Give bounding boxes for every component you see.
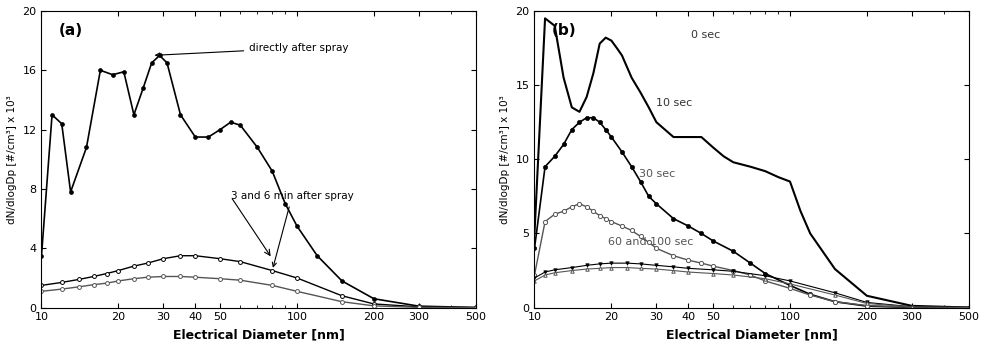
Text: (b): (b) [552, 23, 577, 38]
Text: 30 sec: 30 sec [639, 169, 674, 179]
Text: 10 sec: 10 sec [656, 98, 692, 108]
Y-axis label: dN/dlogDp [#/cm³] x 10³: dN/dlogDp [#/cm³] x 10³ [500, 95, 510, 224]
Text: directly after spray: directly after spray [156, 43, 349, 57]
Text: 60 and 100 sec: 60 and 100 sec [608, 237, 694, 247]
Text: 0 sec: 0 sec [691, 30, 720, 40]
X-axis label: Electrical Diameter [nm]: Electrical Diameter [nm] [666, 328, 837, 341]
Text: (a): (a) [59, 23, 83, 38]
X-axis label: Electrical Diameter [nm]: Electrical Diameter [nm] [173, 328, 344, 341]
Text: 3 and 6 min after spray: 3 and 6 min after spray [231, 191, 353, 267]
Y-axis label: dN/dlogDp [#/cm³] x 10³: dN/dlogDp [#/cm³] x 10³ [7, 95, 17, 224]
